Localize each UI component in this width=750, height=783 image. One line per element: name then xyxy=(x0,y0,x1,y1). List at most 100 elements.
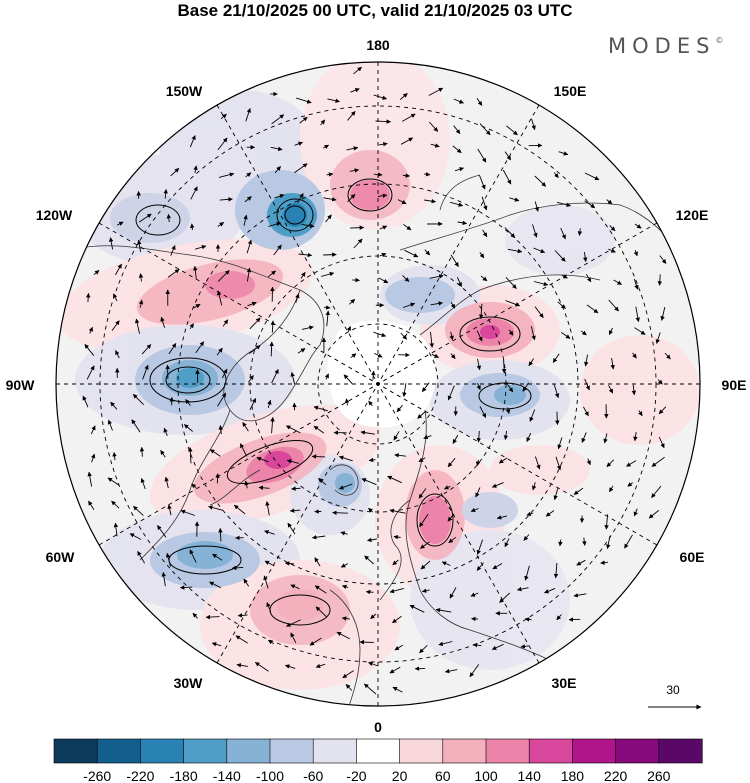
wind-arrow xyxy=(610,358,615,370)
wind-arrow xyxy=(343,374,353,385)
wind-arrow xyxy=(558,151,569,156)
wind-arrow xyxy=(420,541,430,549)
wind-arrow xyxy=(367,537,377,543)
wind-arrow xyxy=(249,345,261,354)
wind-arrow xyxy=(431,353,440,358)
wind-arrow xyxy=(409,604,425,613)
wind-arrow xyxy=(236,663,249,668)
wind-arrow xyxy=(342,670,354,679)
wind-arrow xyxy=(134,318,140,334)
wind-arrow xyxy=(428,87,444,96)
wind-arrow xyxy=(635,306,641,323)
wind-arrow xyxy=(557,437,563,450)
wind-arrow xyxy=(294,163,308,174)
wind-arrow xyxy=(244,196,252,203)
wind-arrow xyxy=(419,644,428,654)
colorbar-tick-label: 60 xyxy=(435,768,451,783)
wind-arrow xyxy=(552,353,560,363)
wind-arrow xyxy=(516,586,529,592)
wind-arrow xyxy=(491,643,504,650)
wind-arrow xyxy=(482,229,488,238)
wind-arrow xyxy=(189,135,196,148)
wind-arrow xyxy=(243,214,248,226)
wind-arrow xyxy=(93,270,100,276)
wind-arrow xyxy=(402,383,407,397)
wind-arrow xyxy=(368,457,376,463)
wind-arrow xyxy=(267,399,272,409)
colorbar-tick-label: 100 xyxy=(474,768,498,783)
wind-arrow xyxy=(523,534,530,541)
wind-arrow xyxy=(421,382,430,393)
wind-arrow xyxy=(428,121,439,132)
wind-arrow xyxy=(530,325,536,341)
wind-arrow xyxy=(311,535,326,540)
wind-arrow xyxy=(476,358,482,371)
wind-arrow xyxy=(608,327,614,336)
wind-arrow xyxy=(350,88,360,93)
colorbar-bin xyxy=(528,738,574,764)
wind-arrow xyxy=(267,270,276,278)
wind-arrow xyxy=(423,434,432,440)
wind-arrow xyxy=(491,482,504,488)
wind-arrow xyxy=(400,332,408,340)
anomaly-shading xyxy=(350,180,390,210)
wind-arrow xyxy=(584,354,589,367)
anomaly-shading xyxy=(490,445,590,495)
wind-arrow xyxy=(454,167,465,172)
wind-arrow xyxy=(606,199,613,205)
anomaly-shading xyxy=(276,589,324,621)
wind-arrow xyxy=(528,358,534,367)
lon-label-150w: 150W xyxy=(166,83,203,99)
wind-arrow xyxy=(112,451,117,461)
wind-arrow xyxy=(314,557,321,567)
wind-arrow xyxy=(115,263,122,276)
wind-arrow xyxy=(248,375,254,383)
wind-arrow xyxy=(402,173,411,178)
wind-arrow xyxy=(160,316,166,328)
wind-arrow xyxy=(504,227,516,238)
wind-arrow xyxy=(132,393,145,406)
wind-arrow xyxy=(475,459,481,467)
wind-arrow xyxy=(449,331,454,341)
wind-arrow xyxy=(345,683,353,691)
wind-arrow xyxy=(368,400,373,407)
wind-arrow xyxy=(657,274,663,286)
wind-arrow xyxy=(534,201,540,212)
map-border xyxy=(55,61,701,707)
wind-arrow xyxy=(142,364,149,380)
anomaly-shading xyxy=(580,335,700,445)
wind-arrow xyxy=(112,293,118,302)
wind-arrow xyxy=(609,225,616,232)
wind-arrow xyxy=(534,175,547,187)
wind-arrow xyxy=(217,392,227,407)
wind-arrow xyxy=(323,197,337,202)
wind-arrow xyxy=(368,507,374,513)
wind-arrow xyxy=(320,119,326,126)
wind-arrow xyxy=(509,197,520,202)
wind-arrow xyxy=(290,584,300,590)
wind-arrow xyxy=(505,407,511,415)
colorbar-tick-label: -60 xyxy=(303,768,323,783)
wind-arrow xyxy=(534,456,541,470)
wind-arrow xyxy=(471,616,479,622)
lon-label-30w: 30W xyxy=(174,675,204,691)
wind-arrow xyxy=(553,488,559,501)
wind-arrow xyxy=(379,252,387,258)
wind-arrow xyxy=(249,317,261,330)
wind-arrow xyxy=(389,587,404,594)
wind-arrow xyxy=(532,224,538,238)
wind-arrow xyxy=(194,244,207,250)
wind-arrow xyxy=(263,575,269,589)
wind-arrow xyxy=(453,98,464,104)
wind-arrow xyxy=(633,508,638,517)
wind-arrow xyxy=(87,471,93,487)
wind-arrow xyxy=(287,522,296,535)
wind-arrow xyxy=(424,198,437,204)
vector-scale-label: 30 xyxy=(666,683,680,697)
wind-arrow xyxy=(349,168,360,173)
wind-arrow xyxy=(573,487,584,495)
wind-arrow xyxy=(476,330,483,342)
colorbar-bin xyxy=(226,738,271,764)
wind-arrow xyxy=(586,458,591,466)
colorbar-bin xyxy=(269,738,314,764)
